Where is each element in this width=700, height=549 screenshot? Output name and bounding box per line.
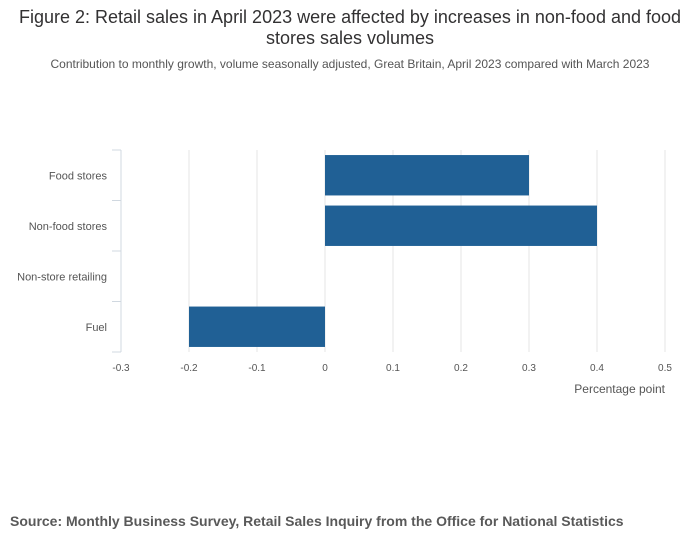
chart-title: Figure 2: Retail sales in April 2023 wer…	[18, 7, 682, 48]
category-label: Food stores	[49, 170, 108, 182]
x-tick-label: 0	[322, 363, 328, 374]
category-label: Non-food stores	[29, 221, 108, 233]
category-labels: Food stores Non-food stores Non-store reta…	[17, 170, 107, 334]
x-tick-label: 0.5	[658, 363, 672, 374]
chart-subtitle: Contribution to monthly growth, volume s…	[50, 57, 650, 71]
x-tick-label: -0.2	[180, 363, 198, 374]
x-axis-title: Percentage point	[574, 382, 665, 396]
x-tick-label: 0.3	[522, 363, 536, 374]
category-label: Non-store retailing	[17, 271, 107, 283]
bar	[325, 155, 529, 196]
source-note: Source: Monthly Business Survey, Retail …	[10, 513, 624, 529]
bars	[189, 155, 597, 347]
x-tick-label: 0.2	[454, 363, 468, 374]
x-tick-label: 0.4	[590, 363, 604, 374]
x-axis: -0.3 -0.2 -0.1 0 0.1 0.2 0.3 0.4 0.5	[112, 363, 672, 374]
x-tick-label: -0.1	[248, 363, 266, 374]
category-label: Fuel	[86, 322, 107, 334]
bar	[325, 205, 597, 246]
x-tick-label: 0.1	[386, 363, 400, 374]
bar	[189, 306, 325, 347]
y-axis	[112, 149, 122, 353]
x-tick-label: -0.3	[112, 363, 130, 374]
